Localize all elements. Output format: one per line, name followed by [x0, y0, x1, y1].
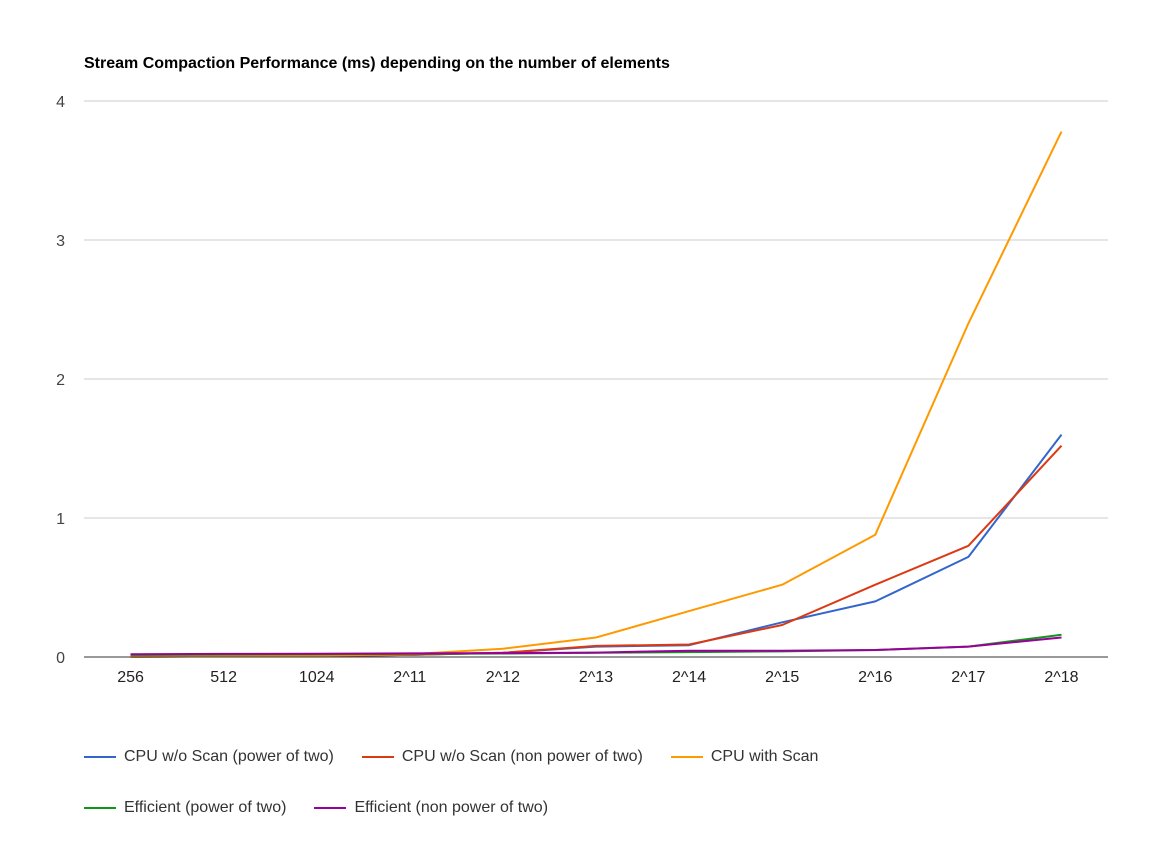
- legend-item[interactable]: CPU w/o Scan (non power of two): [361, 748, 643, 766]
- x-tick-label: 1024: [299, 669, 335, 686]
- gridlines: [84, 100, 1108, 519]
- x-tick-label: 2^14: [672, 669, 706, 686]
- y-tick-label: 4: [56, 94, 65, 111]
- x-tick-label: 512: [210, 669, 237, 686]
- y-tick-label: 2: [56, 372, 65, 389]
- legend-item[interactable]: Efficient (power of two): [84, 799, 286, 817]
- x-axis-tick-labels: 256 512 1024 2^11 2^12 2^13 2^14 2^15 2^16 2^17 2^…: [117, 669, 1078, 686]
- series-line-2: [130, 445, 1063, 658]
- y-axis-tick-labels: 0 1 2 3 4: [56, 94, 65, 667]
- legend-swatch: [670, 756, 703, 758]
- x-tick-label: 2^16: [858, 669, 892, 686]
- legend-item[interactable]: Efficient (non power of two): [314, 799, 548, 817]
- legend-swatch: [314, 807, 347, 809]
- legend-swatch: [84, 756, 116, 758]
- legend-label: Efficient (non power of two): [354, 799, 549, 816]
- legend-swatch: [361, 756, 394, 758]
- legend-swatch: [84, 807, 116, 809]
- series-line-1: [130, 433, 1063, 658]
- x-tick-label: 2^17: [951, 669, 985, 686]
- legend-item[interactable]: CPU w/o Scan (power of two): [84, 748, 334, 766]
- y-tick-label: 3: [56, 233, 65, 250]
- series-lines: [130, 131, 1063, 658]
- legend-label: CPU with Scan: [710, 748, 819, 765]
- series-line-5: [130, 636, 1062, 656]
- legend-row-2: Efficient (power of two) Efficient (non p…: [84, 799, 576, 817]
- y-tick-label: 0: [56, 650, 65, 667]
- legend-label: Efficient (power of two): [124, 799, 287, 816]
- series-line-3: [130, 131, 1063, 658]
- x-tick-label: 256: [117, 669, 144, 686]
- x-tick-label: 2^18: [1044, 669, 1078, 686]
- legend-row-1: CPU w/o Scan (power of two) CPU w/o Scan …: [84, 748, 846, 766]
- x-tick-label: 2^15: [765, 669, 799, 686]
- x-tick-label: 2^11: [393, 669, 426, 686]
- legend-label: CPU w/o Scan (non power of two): [401, 748, 643, 765]
- x-tick-label: 2^12: [486, 669, 520, 686]
- x-tick-label: 2^13: [579, 669, 613, 686]
- legend-item[interactable]: CPU with Scan: [670, 748, 819, 766]
- legend-label: CPU w/o Scan (power of two): [124, 748, 334, 765]
- chart-title: Stream Compaction Performance (ms) depen…: [84, 55, 670, 72]
- y-tick-label: 1: [56, 511, 65, 528]
